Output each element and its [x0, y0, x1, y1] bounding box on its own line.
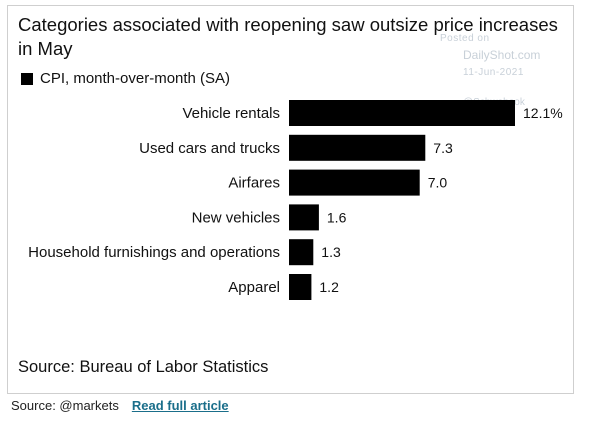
bar-used-cars-and-trucks — [289, 134, 426, 161]
legend-swatch — [21, 72, 33, 85]
category-label: Airfares — [228, 175, 280, 192]
watermark-site: DailyShot.com — [463, 48, 541, 62]
chart-title: Categories associated with reopening saw… — [18, 14, 558, 59]
category-label: Vehicle rentals — [182, 105, 280, 122]
value-label: 1.2 — [319, 279, 339, 295]
bar-household-furnishings-and-operations — [289, 239, 314, 266]
footer: Source: @markets Read full article — [11, 398, 229, 413]
bar-vehicle-rentals — [289, 100, 515, 126]
read-full-article-link[interactable]: Read full article — [131, 398, 229, 413]
bar-new-vehicles — [289, 204, 319, 231]
category-label: Used cars and trucks — [139, 140, 280, 157]
legend: CPI, month-over-month (SA) — [21, 70, 230, 87]
category-label: Household furnishings and operations — [28, 244, 280, 261]
chart-frame: Categories associated with reopening saw… — [7, 5, 574, 394]
value-label: 7.3 — [433, 140, 453, 156]
watermark-date: 11-Jun-2021 — [463, 67, 524, 78]
category-label: New vehicles — [192, 209, 280, 226]
bar-chart: Vehicle rentals 12.1% Used cars and trucks… — [28, 100, 563, 300]
value-label: 1.3 — [321, 244, 341, 260]
bar-airfares — [289, 169, 420, 196]
legend-label: CPI, month-over-month (SA) — [40, 70, 231, 87]
footer-source: Source: @markets — [11, 398, 119, 413]
category-label: Apparel — [228, 279, 280, 296]
watermark-posted: Posted on — [440, 33, 490, 44]
value-label: 7.0 — [428, 175, 448, 191]
value-label: 1.6 — [327, 209, 347, 225]
chart-source: Source: Bureau of Labor Statistics — [18, 358, 269, 376]
value-label: 12.1% — [523, 105, 563, 121]
bar-apparel — [289, 274, 312, 300]
